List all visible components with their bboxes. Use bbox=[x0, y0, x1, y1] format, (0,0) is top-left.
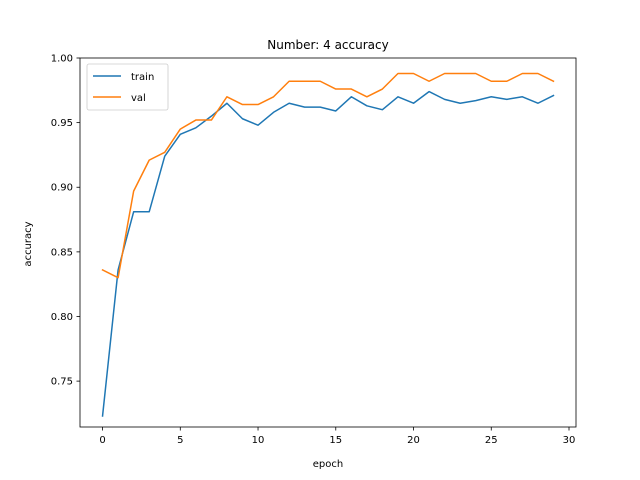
y-tick-label: 0.75 bbox=[51, 377, 73, 388]
x-tick-label: 10 bbox=[252, 435, 265, 446]
y-axis-ticks: 0.75 0.80 0.85 0.90 0.95 1.00 bbox=[51, 54, 80, 388]
series-layer bbox=[101, 72, 555, 417]
y-tick-label: 0.85 bbox=[51, 247, 73, 258]
x-tick-label: 20 bbox=[407, 435, 420, 446]
y-tick-label: 0.80 bbox=[51, 312, 73, 323]
y-tick-label: 0.95 bbox=[51, 118, 73, 129]
legend: train val bbox=[86, 63, 169, 111]
x-tick-label: 30 bbox=[563, 435, 576, 446]
y-tick-label: 0.90 bbox=[51, 183, 73, 194]
series-line-val bbox=[101, 72, 555, 279]
chart-title: Number: 4 accuracy bbox=[267, 38, 388, 52]
y-axis-label: accuracy bbox=[23, 221, 34, 266]
x-tick-label: 5 bbox=[177, 435, 183, 446]
series-line-train bbox=[101, 90, 555, 417]
x-axis-label: epoch bbox=[313, 459, 343, 470]
x-tick-label: 25 bbox=[485, 435, 498, 446]
x-tick-label: 0 bbox=[99, 435, 105, 446]
x-tick-label: 15 bbox=[329, 435, 342, 446]
x-axis-ticks: 0 5 10 15 20 25 30 bbox=[99, 427, 575, 446]
legend-label-val: val bbox=[131, 93, 146, 104]
y-tick-label: 1.00 bbox=[51, 54, 73, 65]
legend-box bbox=[86, 63, 169, 111]
axes-frame bbox=[79, 57, 577, 428]
plot-area: 0 5 10 15 20 25 30 0.75 0.80 0.85 0.90 0.95 1.00 bbox=[51, 54, 577, 446]
legend-label-train: train bbox=[131, 72, 154, 83]
